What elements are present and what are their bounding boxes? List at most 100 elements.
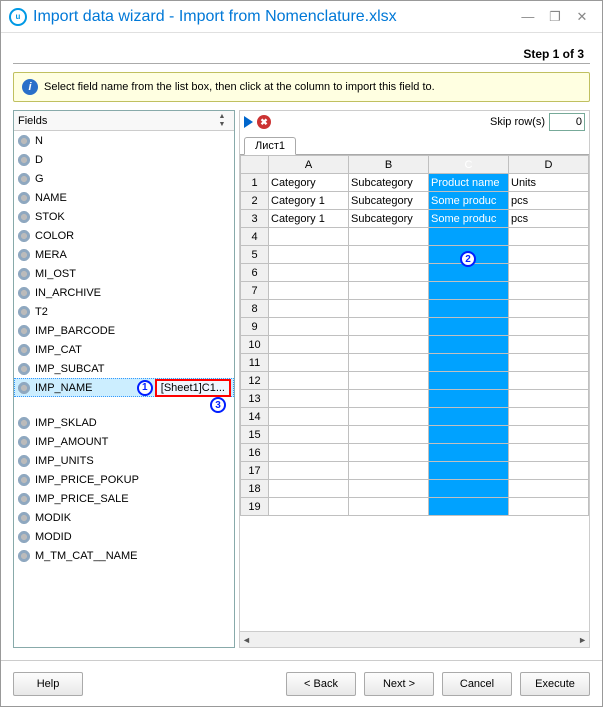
field-row[interactable]: N	[14, 131, 234, 150]
cell[interactable]	[509, 408, 589, 426]
cell[interactable]	[269, 444, 349, 462]
cell[interactable]	[509, 462, 589, 480]
cell[interactable]: pcs	[509, 192, 589, 210]
field-row[interactable]: IMP_UNITS	[14, 451, 234, 470]
help-button[interactable]: Help	[13, 672, 83, 696]
cell[interactable]	[429, 426, 509, 444]
field-mapping[interactable]: [Sheet1]C1...	[155, 379, 231, 397]
cell[interactable]	[509, 246, 589, 264]
row-header[interactable]: 7	[241, 282, 269, 300]
sheet-grid[interactable]: ABCD 1CategorySubcategoryProduct nameUni…	[240, 155, 589, 516]
cell[interactable]	[269, 264, 349, 282]
cell[interactable]	[349, 390, 429, 408]
cell[interactable]: Subcategory	[349, 210, 429, 228]
cell[interactable]	[509, 282, 589, 300]
row-header[interactable]: 18	[241, 480, 269, 498]
field-row[interactable]: MERA	[14, 245, 234, 264]
cell[interactable]	[429, 282, 509, 300]
cell[interactable]: Category 1	[269, 192, 349, 210]
row-header[interactable]: 9	[241, 318, 269, 336]
cell[interactable]	[429, 462, 509, 480]
cell[interactable]	[509, 426, 589, 444]
row-header[interactable]: 14	[241, 408, 269, 426]
cell[interactable]	[509, 336, 589, 354]
row-header[interactable]: 19	[241, 498, 269, 516]
col-header[interactable]: D	[509, 156, 589, 174]
row-header[interactable]: 11	[241, 354, 269, 372]
cell[interactable]	[349, 408, 429, 426]
maximize-button[interactable]: ❐	[543, 9, 567, 25]
cell[interactable]	[349, 498, 429, 516]
row-header[interactable]: 4	[241, 228, 269, 246]
cell[interactable]	[429, 372, 509, 390]
field-row[interactable]: IMP_BARCODE	[14, 321, 234, 340]
row-header[interactable]: 16	[241, 444, 269, 462]
cell[interactable]	[429, 300, 509, 318]
row-header[interactable]: 12	[241, 372, 269, 390]
row-header[interactable]: 5	[241, 246, 269, 264]
cell[interactable]	[269, 282, 349, 300]
cell[interactable]	[269, 390, 349, 408]
cell[interactable]	[269, 318, 349, 336]
cell[interactable]	[509, 372, 589, 390]
cell[interactable]: Subcategory	[349, 192, 429, 210]
cell[interactable]	[429, 390, 509, 408]
cell[interactable]	[509, 444, 589, 462]
row-header[interactable]: 15	[241, 426, 269, 444]
field-row[interactable]: IMP_PRICE_SALE	[14, 489, 234, 508]
field-row[interactable]: IMP_SUBCAT	[14, 359, 234, 378]
field-row[interactable]: IMP_AMOUNT	[14, 432, 234, 451]
cell[interactable]	[429, 444, 509, 462]
cell[interactable]	[429, 354, 509, 372]
cell[interactable]	[509, 354, 589, 372]
horizontal-scrollbar[interactable]: ◄►	[240, 631, 589, 647]
field-row[interactable]: G	[14, 169, 234, 188]
cell[interactable]	[269, 462, 349, 480]
field-row[interactable]: MODIK	[14, 508, 234, 527]
back-button[interactable]: < Back	[286, 672, 356, 696]
execute-button[interactable]: Execute	[520, 672, 590, 696]
cell[interactable]	[349, 264, 429, 282]
row-header[interactable]: 17	[241, 462, 269, 480]
field-row[interactable]: MODID	[14, 527, 234, 546]
cell[interactable]	[429, 228, 509, 246]
field-row[interactable]: IMP_SKLAD	[14, 413, 234, 432]
cell[interactable]	[509, 300, 589, 318]
cell[interactable]	[349, 336, 429, 354]
cell[interactable]	[269, 300, 349, 318]
skip-rows-input[interactable]	[549, 113, 585, 131]
cell[interactable]	[509, 480, 589, 498]
stop-icon[interactable]: ✖	[257, 115, 271, 129]
play-icon[interactable]	[244, 116, 253, 128]
cell[interactable]	[349, 300, 429, 318]
cell[interactable]: Some produc	[429, 192, 509, 210]
cell[interactable]	[269, 246, 349, 264]
field-row[interactable]: IMP_NAME1[Sheet1]C1...	[14, 378, 234, 397]
cell[interactable]	[349, 228, 429, 246]
cell[interactable]	[509, 264, 589, 282]
row-header[interactable]: 8	[241, 300, 269, 318]
field-row[interactable]: T2	[14, 302, 234, 321]
cell[interactable]	[349, 354, 429, 372]
cell[interactable]	[349, 282, 429, 300]
cell[interactable]	[269, 426, 349, 444]
field-row[interactable]: IMP_CAT	[14, 340, 234, 359]
close-button[interactable]: ✕	[570, 9, 594, 25]
cell[interactable]	[349, 426, 429, 444]
row-header[interactable]: 3	[241, 210, 269, 228]
sort-icon[interactable]: ▲▼	[214, 113, 230, 128]
field-row[interactable]: MI_OST	[14, 264, 234, 283]
cell[interactable]	[269, 480, 349, 498]
cell[interactable]	[269, 336, 349, 354]
cell[interactable]	[349, 444, 429, 462]
row-header[interactable]: 13	[241, 390, 269, 408]
cell[interactable]: Units	[509, 174, 589, 192]
cell[interactable]: pcs	[509, 210, 589, 228]
field-row[interactable]: IMP_PRICE_POKUP	[14, 470, 234, 489]
cell[interactable]	[509, 318, 589, 336]
cell[interactable]	[429, 480, 509, 498]
cell[interactable]	[429, 408, 509, 426]
cell[interactable]	[429, 318, 509, 336]
minimize-button[interactable]: —	[516, 9, 540, 24]
cell[interactable]	[509, 498, 589, 516]
